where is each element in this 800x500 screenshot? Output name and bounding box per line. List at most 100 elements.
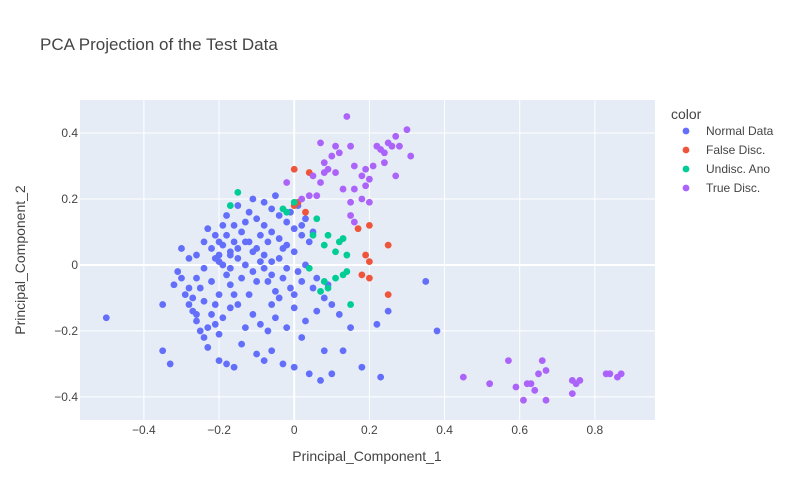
data-point bbox=[249, 268, 257, 275]
data-point bbox=[320, 347, 328, 355]
data-point bbox=[339, 347, 347, 355]
data-point bbox=[234, 188, 242, 196]
data-point bbox=[193, 317, 200, 325]
data-point bbox=[215, 238, 223, 246]
data-point bbox=[159, 347, 167, 355]
data-point bbox=[339, 185, 347, 193]
data-point bbox=[358, 172, 366, 180]
data-point bbox=[268, 301, 276, 308]
data-point bbox=[362, 165, 370, 173]
data-point bbox=[339, 235, 347, 242]
data-point bbox=[343, 113, 351, 120]
data-point bbox=[287, 284, 294, 292]
data-point bbox=[275, 212, 283, 219]
data-point bbox=[313, 215, 321, 223]
data-point bbox=[208, 311, 215, 318]
data-point bbox=[260, 357, 268, 365]
data-point bbox=[178, 274, 185, 282]
data-point bbox=[347, 198, 354, 206]
data-point bbox=[223, 231, 230, 239]
data-point bbox=[230, 238, 238, 246]
data-point bbox=[365, 274, 373, 282]
data-point bbox=[313, 192, 321, 200]
data-point bbox=[358, 363, 366, 371]
legend-marker bbox=[682, 127, 690, 135]
data-point bbox=[388, 142, 396, 150]
x-tick-label: 0.2 bbox=[361, 423, 378, 437]
data-point bbox=[347, 324, 354, 332]
data-point bbox=[260, 251, 268, 259]
data-point bbox=[208, 278, 215, 285]
data-point bbox=[256, 320, 264, 328]
data-point bbox=[241, 218, 249, 226]
data-point bbox=[241, 324, 249, 332]
data-point bbox=[384, 241, 392, 249]
data-point bbox=[279, 274, 287, 282]
data-point bbox=[226, 264, 234, 272]
x-tick-label: 0.4 bbox=[436, 423, 453, 437]
data-point bbox=[223, 360, 230, 368]
data-point bbox=[196, 284, 204, 292]
data-point bbox=[245, 291, 253, 299]
data-point bbox=[279, 245, 287, 252]
data-point bbox=[381, 159, 388, 167]
data-point bbox=[249, 311, 257, 318]
data-point bbox=[234, 254, 242, 262]
data-point bbox=[290, 198, 298, 206]
data-point bbox=[193, 311, 200, 318]
data-point bbox=[373, 320, 381, 328]
data-point bbox=[302, 317, 309, 325]
data-point bbox=[238, 274, 246, 282]
data-point bbox=[215, 357, 223, 365]
data-point bbox=[350, 162, 358, 170]
data-point bbox=[317, 179, 324, 186]
data-point bbox=[332, 274, 339, 282]
data-point bbox=[422, 278, 430, 285]
data-point bbox=[343, 268, 351, 275]
data-point bbox=[178, 245, 185, 252]
data-point bbox=[309, 284, 317, 292]
data-point bbox=[305, 370, 313, 378]
data-point bbox=[505, 357, 512, 365]
data-point bbox=[320, 169, 328, 176]
chart-title: PCA Projection of the Test Data bbox=[40, 35, 278, 54]
data-point bbox=[332, 142, 339, 150]
data-point bbox=[309, 172, 317, 180]
series-1 bbox=[290, 165, 392, 299]
data-point bbox=[328, 152, 336, 160]
data-point bbox=[617, 370, 625, 378]
data-point bbox=[268, 347, 276, 355]
data-point bbox=[245, 208, 253, 216]
data-point bbox=[223, 271, 230, 279]
data-point bbox=[354, 225, 362, 233]
data-point bbox=[264, 278, 272, 285]
data-point bbox=[384, 307, 392, 315]
data-point bbox=[542, 396, 550, 404]
data-point bbox=[204, 324, 212, 332]
data-point bbox=[241, 238, 249, 246]
data-point bbox=[542, 367, 550, 374]
data-point bbox=[305, 192, 313, 200]
data-point bbox=[298, 221, 306, 229]
y-tick-label: 0.2 bbox=[61, 192, 78, 206]
data-point bbox=[324, 284, 332, 292]
data-point bbox=[196, 327, 204, 335]
data-point bbox=[249, 195, 257, 203]
data-point bbox=[407, 152, 415, 160]
data-point bbox=[305, 238, 313, 246]
x-axis-ticks: −0.4 −0.2 0 0.2 0.4 0.6 0.8 bbox=[132, 423, 603, 437]
legend-item-label: Normal Data bbox=[706, 124, 774, 138]
data-point bbox=[193, 274, 200, 282]
data-point bbox=[102, 314, 110, 322]
data-point bbox=[234, 245, 242, 252]
data-point bbox=[211, 301, 219, 308]
data-point bbox=[343, 251, 351, 259]
data-point bbox=[350, 185, 358, 193]
data-point bbox=[384, 291, 392, 299]
data-point bbox=[185, 301, 193, 308]
data-point bbox=[200, 264, 208, 272]
series-3 bbox=[283, 113, 625, 404]
data-point bbox=[403, 126, 411, 134]
data-point bbox=[238, 228, 246, 236]
data-point bbox=[283, 264, 291, 272]
